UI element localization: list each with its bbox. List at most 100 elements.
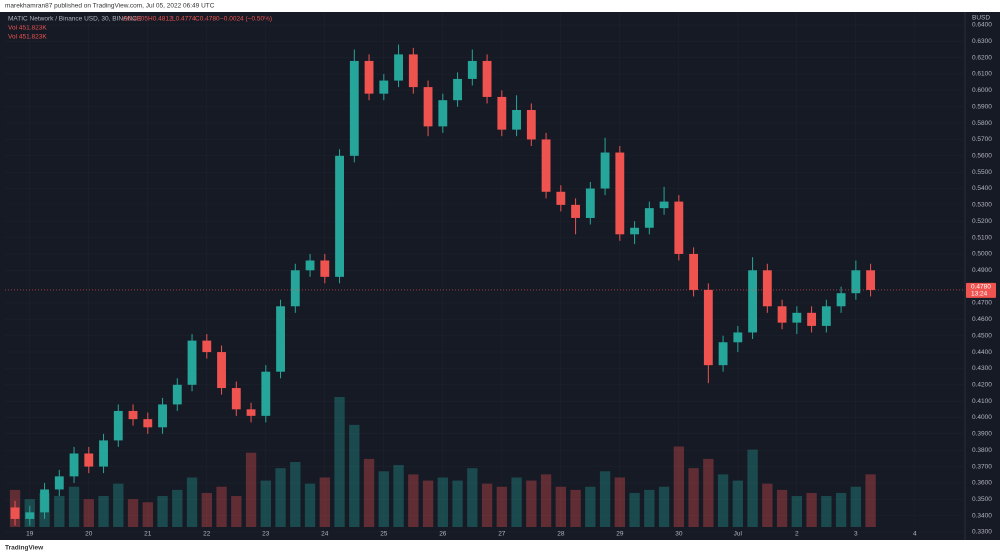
candle-body [836, 293, 846, 307]
volume-bar [260, 480, 271, 527]
candle-body [644, 208, 654, 228]
candle-body [556, 191, 566, 205]
legend-open: O0.4805 [123, 16, 148, 23]
candle-body [821, 306, 831, 326]
volume-bar [776, 489, 788, 527]
candle-body [600, 152, 610, 189]
legend-low: L0.4774 [172, 16, 196, 23]
candle-body [674, 201, 684, 254]
candle-body [659, 201, 669, 209]
volume-bar [850, 486, 862, 527]
y-tick-label: 0.4200 [972, 382, 992, 389]
candle-body [246, 409, 256, 416]
x-tick-label: 23 [262, 531, 270, 538]
x-tick-label: 25 [380, 531, 388, 538]
y-tick-label: 0.5000 [972, 251, 992, 258]
x-tick-label: 29 [616, 531, 624, 538]
candle-body [25, 512, 35, 519]
volume-bar [835, 492, 847, 527]
x-tick-label: 20 [85, 531, 93, 538]
volume-bar [127, 499, 139, 527]
volume-bar [629, 492, 640, 527]
countdown-label: 13:24 [971, 291, 988, 298]
candle-body [630, 227, 640, 235]
y-tick-label: 0.6400 [972, 22, 992, 29]
candle-body [482, 60, 492, 97]
y-tick-label: 0.3300 [972, 529, 992, 536]
volume-bar [113, 483, 124, 527]
y-tick-label: 0.5800 [972, 120, 992, 127]
volume-bar [570, 489, 581, 527]
candle-body [807, 312, 817, 326]
y-tick-label: 0.4300 [972, 365, 992, 372]
candle-body [128, 410, 138, 420]
candle-body [172, 384, 182, 405]
candle-body [84, 453, 94, 467]
candle-body [615, 152, 625, 235]
x-tick-label: 21 [144, 531, 152, 538]
y-tick-label: 0.3900 [972, 431, 992, 438]
volume-bar [290, 462, 301, 527]
candle-body [394, 54, 403, 81]
x-tick-label: 26 [439, 531, 447, 538]
legend-high: H0.4812 [148, 16, 173, 23]
volume-bar [717, 474, 729, 527]
candle-body [187, 340, 197, 385]
candle-body [512, 110, 521, 130]
y-tick-label: 0.5400 [972, 185, 992, 192]
volume-bar [555, 486, 566, 527]
volume-bar [142, 502, 153, 527]
y-tick-label: 0.4000 [972, 414, 992, 421]
volume-bar [98, 496, 109, 527]
volume-bar [762, 483, 773, 527]
candle-body [733, 332, 743, 343]
logo: TradingView [5, 545, 44, 552]
volume-bar [526, 480, 537, 527]
y-tick-label: 0.4100 [972, 398, 992, 405]
x-tick-label: 3 [854, 531, 858, 538]
candle-body [408, 54, 418, 88]
volume-bar [157, 496, 168, 527]
legend-close: C0.4780 [195, 16, 220, 23]
volume-bar [865, 474, 876, 527]
y-tick-label: 0.3700 [972, 463, 992, 470]
candle-body [290, 270, 300, 307]
volume-bar [585, 486, 596, 527]
volume-bar [54, 496, 65, 527]
volume-bar [688, 468, 699, 527]
candle-body [777, 306, 787, 323]
volume-bar [201, 492, 212, 527]
volume-bar [408, 474, 419, 527]
y-tick-label: 0.5100 [972, 234, 992, 241]
volume-bar [393, 465, 404, 527]
candle-body [320, 260, 330, 277]
candle-body [703, 289, 713, 366]
candle-body [158, 404, 167, 428]
candle-body [276, 306, 285, 372]
volume-bar [83, 499, 94, 527]
candle-body [689, 253, 699, 290]
y-tick-label: 0.5500 [972, 169, 992, 176]
volume-bar [703, 458, 714, 527]
x-tick-label: 2 [795, 531, 799, 538]
y-tick-label: 0.4500 [972, 332, 992, 339]
legend-volume: Vol 451.823K [8, 34, 47, 41]
candle-body [762, 270, 772, 307]
volume-bar [231, 496, 242, 527]
published-note: marekhamran87 published on TradingView.c… [5, 3, 215, 10]
candle-body [748, 270, 758, 333]
volume-bar [806, 492, 817, 527]
y-tick-label: 0.5300 [972, 202, 992, 209]
legend-symbol: MATIC Network / Binance USD, 30, BINANCE [8, 16, 142, 23]
candle-body [866, 270, 876, 290]
candle-body [497, 96, 507, 130]
y-tick-label: 0.5700 [972, 136, 992, 143]
candle-body [585, 188, 595, 218]
volume-bar [334, 397, 345, 527]
last-price-label: 0.4780 [971, 284, 991, 291]
volume-bar [658, 486, 670, 527]
x-tick-label: 28 [557, 531, 565, 538]
volume-bar [496, 486, 507, 527]
y-tick-label: 0.3500 [972, 496, 992, 503]
candle-body [438, 100, 448, 127]
